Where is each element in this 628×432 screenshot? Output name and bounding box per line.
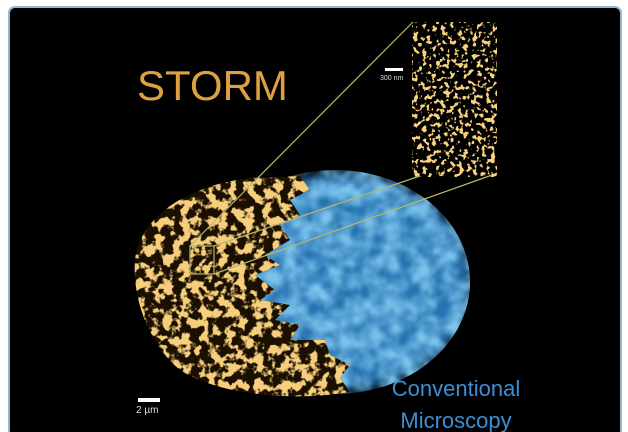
caption: Conventional <box>392 376 520 401</box>
figure: STORM 300 nm 2 µm Conventional Microscop… <box>0 0 628 432</box>
title: STORM <box>137 62 288 109</box>
inset <box>412 22 497 177</box>
inset-scale-label: 300 nm <box>380 75 404 82</box>
scale-bar <box>138 398 160 402</box>
caption: Microscopy <box>400 408 511 432</box>
scale-label: 2 µm <box>136 405 158 416</box>
scale-bar <box>385 68 403 71</box>
